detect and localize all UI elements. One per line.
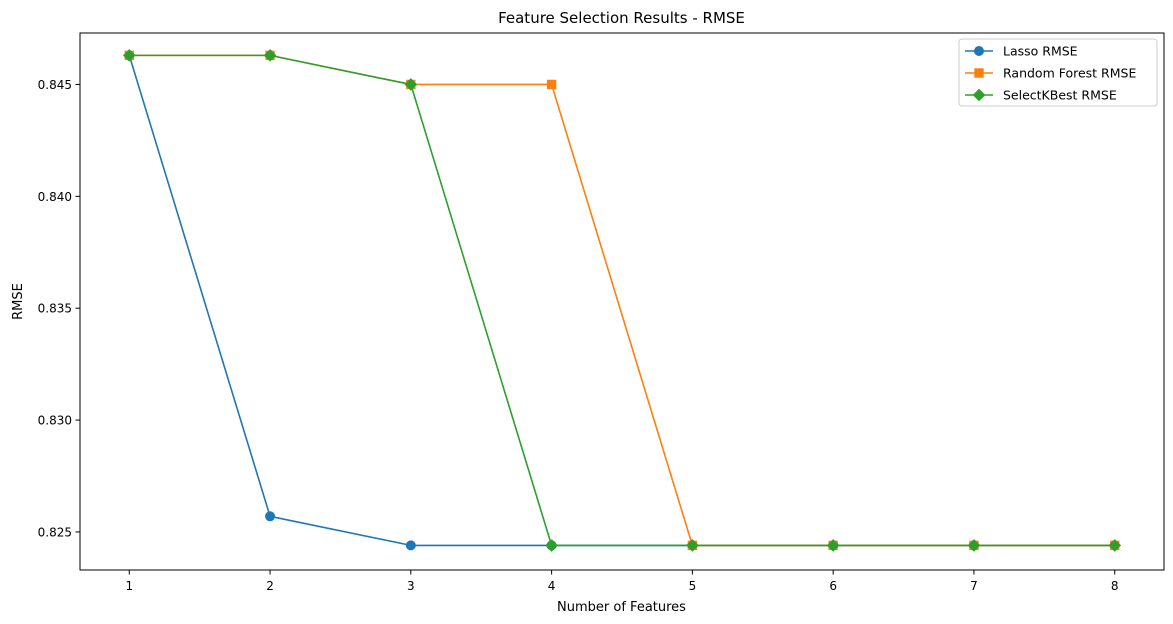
- series-layer: [122, 49, 1122, 552]
- data-point: [405, 540, 416, 551]
- plot-frame: [79, 32, 1165, 571]
- y-axis: 0.825 0.830 0.835 0.840 0.845: [38, 78, 80, 539]
- legend: Lasso RMSE Random Forest RMSE SelectKBest …: [958, 38, 1158, 107]
- x-tick-label: 6: [829, 579, 837, 593]
- data-point: [122, 49, 136, 62]
- data-point: [967, 539, 981, 552]
- x-tick-label: 8: [1111, 579, 1119, 593]
- legend-label: SelectKBest RMSE: [1003, 88, 1117, 103]
- series-line: [128, 55, 1115, 547]
- x-tick-label: 1: [125, 579, 133, 593]
- series-selectkbest-rmse: [122, 49, 1122, 552]
- y-tick-label: 0.830: [38, 414, 72, 428]
- legend-label: Lasso RMSE: [1003, 44, 1078, 59]
- data-point: [546, 79, 557, 90]
- legend-entry: Lasso RMSE: [965, 44, 1078, 59]
- legend-entry: Random Forest RMSE: [965, 66, 1136, 81]
- y-tick-label: 0.835: [38, 302, 72, 316]
- data-point: [1108, 539, 1122, 552]
- y-tick-label: 0.845: [38, 78, 72, 92]
- legend-box: [958, 38, 1158, 107]
- y-tick-label: 0.840: [38, 190, 72, 204]
- data-point: [826, 539, 840, 552]
- data-point: [265, 511, 276, 522]
- x-tick-label: 7: [970, 579, 978, 593]
- legend-marker: [974, 46, 984, 56]
- data-point: [263, 49, 277, 62]
- chart-title: Feature Selection Results - RMSE: [498, 9, 745, 27]
- series-line: [129, 54, 1115, 547]
- legend-label: Random Forest RMSE: [1003, 66, 1136, 81]
- y-tick-label: 0.825: [38, 525, 72, 539]
- x-tick-label: 2: [266, 579, 274, 593]
- x-tick-label: 4: [548, 579, 556, 593]
- y-axis-label: RMSE: [11, 283, 26, 320]
- x-axis-label: Number of Features: [557, 600, 686, 615]
- legend-marker: [974, 68, 984, 78]
- data-point: [686, 539, 699, 552]
- series-line: [129, 54, 1115, 547]
- plot-area: [79, 32, 1165, 571]
- data-point: [545, 539, 558, 552]
- series-lasso-rmse: [124, 50, 1120, 551]
- data-point: [404, 78, 418, 91]
- series-random-forest-rmse: [124, 50, 1120, 551]
- x-tick-label: 5: [689, 579, 697, 593]
- legend-entry: SelectKBest RMSE: [965, 88, 1117, 103]
- x-axis: 1 2 3 4 5 6 7 8: [125, 570, 1119, 593]
- legend-marker: [972, 88, 986, 102]
- x-tick-label: 3: [407, 579, 415, 593]
